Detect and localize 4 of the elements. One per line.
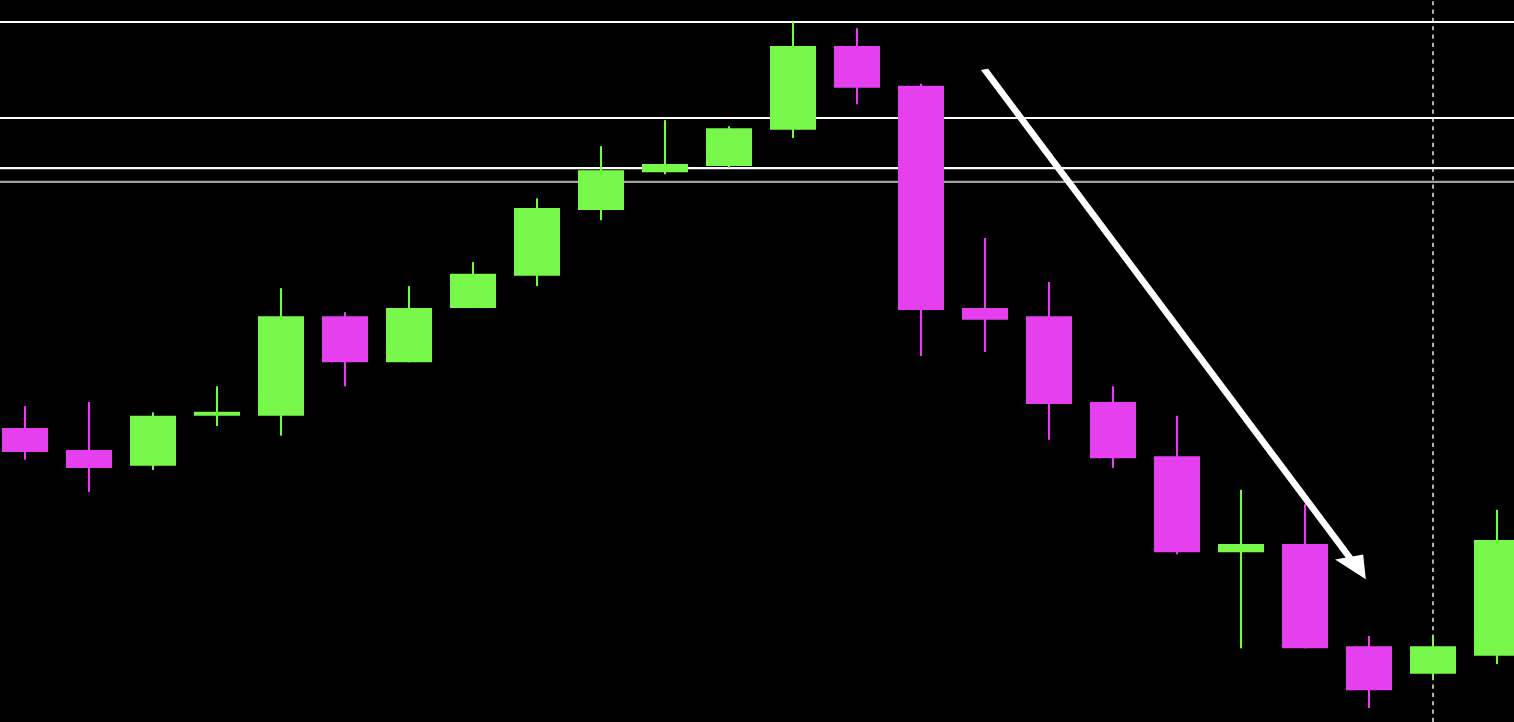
candlestick xyxy=(1217,488,1265,650)
candlestick xyxy=(193,385,241,428)
candlestick xyxy=(961,237,1009,354)
candlestick xyxy=(641,119,689,176)
